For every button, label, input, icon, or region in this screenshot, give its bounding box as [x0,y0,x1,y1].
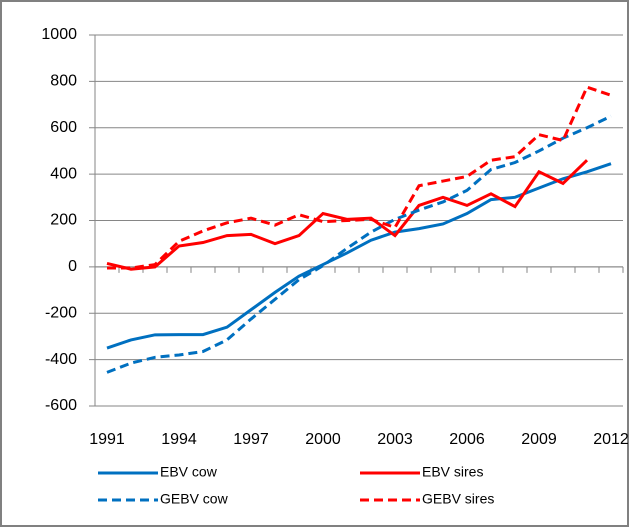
series-line [106,114,612,374]
x-tick-label: 1997 [233,431,269,448]
y-tick-label: 200 [50,212,77,229]
y-tick-label: 400 [50,165,77,182]
x-tick-label: 1994 [161,431,197,448]
legend-label: EBV cow [160,464,218,480]
x-tick-label: 2000 [305,431,341,448]
x-tick-label: 2006 [449,431,485,448]
series-line [106,162,612,350]
legend-label: GEBV sires [422,491,494,507]
legend-label: EBV sires [422,464,483,480]
x-tick-label: 2009 [521,431,557,448]
y-tick-label: -600 [45,397,77,414]
y-tick-label: 1000 [41,26,77,43]
x-tick-label: 2003 [377,431,413,448]
series-line [107,85,612,270]
y-tick-label: -400 [45,351,77,368]
y-tick-label: 600 [50,119,77,136]
y-tick-label: 0 [68,258,77,275]
y-tick-label: 800 [50,73,77,90]
x-tick-label: 2012 [593,431,629,448]
x-tick-label: 1991 [89,431,125,448]
y-tick-label: -200 [45,304,77,321]
legend-label: GEBV cow [160,491,229,507]
